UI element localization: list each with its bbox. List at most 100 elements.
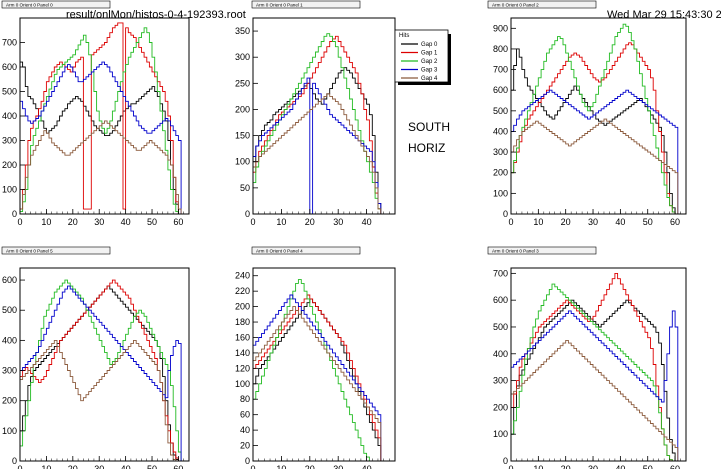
plot-frame xyxy=(19,17,190,215)
x-tick-label: 20 xyxy=(561,217,571,227)
legend-entry: Gap 2 xyxy=(421,59,438,65)
y-tick-label: 400 xyxy=(2,335,17,345)
series-gap-1 xyxy=(19,279,182,462)
y-tick-label: 200 xyxy=(2,396,17,406)
x-tick-label: 40 xyxy=(362,217,372,227)
series-gap-1 xyxy=(510,272,678,462)
legend-shadow-bottom xyxy=(398,82,451,85)
x-tick-label: 60 xyxy=(173,464,183,469)
y-tick-label: 0 xyxy=(245,209,250,219)
series-gap-2 xyxy=(252,279,381,462)
y-tick-label: 700 xyxy=(493,268,508,278)
plot-frame xyxy=(252,17,396,215)
y-tick-label: 100 xyxy=(2,426,17,436)
series-gap-3 xyxy=(19,285,182,461)
panels-group: Arm 0 Orient 0 Panel 0010020030040050060… xyxy=(1,0,687,469)
y-tick-label: 160 xyxy=(235,332,250,342)
series-gap-2 xyxy=(510,23,678,215)
x-tick-label: 50 xyxy=(147,217,157,227)
series-gap-3 xyxy=(510,89,679,214)
plot-frame xyxy=(510,267,687,462)
plot-frame xyxy=(19,267,190,462)
plot-frame xyxy=(252,267,396,462)
legend-box xyxy=(394,29,449,83)
y-tick-label: 20 xyxy=(240,441,250,451)
series-gap-1 xyxy=(19,22,182,215)
x-tick-label: 50 xyxy=(643,464,653,469)
series-gap-3 xyxy=(510,310,679,461)
x-tick-label: 0 xyxy=(250,464,255,469)
x-tick-label: 10 xyxy=(41,217,51,227)
y-tick-label: 800 xyxy=(493,44,508,54)
series-gap-4 xyxy=(19,339,182,462)
panel-title: Arm 0 Orient 0 Panel 2 xyxy=(492,3,539,8)
y-tick-label: 100 xyxy=(235,157,250,167)
panel-title-box xyxy=(487,246,597,255)
y-tick-label: 140 xyxy=(235,348,250,358)
panel-title: Arm 0 Orient 0 Panel 1 xyxy=(256,3,303,8)
y-tick-label: 700 xyxy=(493,65,508,75)
y-tick-label: 300 xyxy=(493,147,508,157)
panel-title-box xyxy=(251,0,361,9)
y-tick-label: 700 xyxy=(2,38,17,48)
panel-title-box xyxy=(251,246,361,255)
x-tick-label: 10 xyxy=(276,464,286,469)
annotation-horiz: HORIZ xyxy=(408,141,446,155)
panel-title: Arm 0 Orient 0 Panel 0 xyxy=(6,3,53,8)
y-tick-label: 80 xyxy=(240,394,250,404)
y-tick-label: 900 xyxy=(493,23,508,33)
x-tick-label: 50 xyxy=(147,464,157,469)
x-tick-label: 40 xyxy=(121,217,131,227)
x-tick-label: 20 xyxy=(68,464,78,469)
y-tick-label: 600 xyxy=(2,62,17,72)
y-tick-label: 200 xyxy=(493,168,508,178)
x-tick-label: 60 xyxy=(670,464,680,469)
x-tick-label: 30 xyxy=(588,464,598,469)
x-tick-label: 30 xyxy=(94,217,104,227)
series-gap-1 xyxy=(252,294,382,461)
x-tick-label: 10 xyxy=(533,217,543,227)
series-gap-4 xyxy=(252,306,382,461)
y-tick-label: 200 xyxy=(2,160,17,170)
series-gap-4 xyxy=(252,93,382,214)
plot-frame xyxy=(510,17,687,215)
y-tick-label: 400 xyxy=(493,349,508,359)
y-tick-label: 200 xyxy=(493,402,508,412)
y-tick-label: 350 xyxy=(235,26,250,36)
legend-entry: Gap 4 xyxy=(421,76,438,82)
y-tick-label: 500 xyxy=(493,106,508,116)
x-tick-label: 20 xyxy=(68,217,78,227)
x-tick-label: 30 xyxy=(94,464,104,469)
series-gap-4 xyxy=(19,120,182,214)
y-tick-label: 200 xyxy=(235,302,250,312)
x-tick-label: 20 xyxy=(305,217,315,227)
x-tick-label: 40 xyxy=(615,217,625,227)
x-tick-label: 30 xyxy=(333,217,343,227)
x-tick-label: 60 xyxy=(670,217,680,227)
panel-title-box xyxy=(487,0,597,9)
x-tick-label: 10 xyxy=(41,464,51,469)
x-tick-label: 0 xyxy=(508,217,513,227)
legend: Hits Gap 0 Gap 1 Gap 2 Gap 3 Gap 4 xyxy=(394,29,451,85)
y-tick-label: 100 xyxy=(493,188,508,198)
legend-shadow-right xyxy=(448,34,451,85)
y-tick-label: 0 xyxy=(503,456,508,466)
series-gap-1 xyxy=(510,42,678,215)
annotation-south: SOUTH xyxy=(408,120,450,134)
x-tick-label: 20 xyxy=(305,464,315,469)
file-path-label: result/onlMon/histos-0-4-192393.root xyxy=(66,9,246,21)
panel-1: Arm 0 Orient 0 Panel 0010020030040050060… xyxy=(1,0,190,227)
series-gap-1 xyxy=(252,35,382,214)
y-tick-label: 120 xyxy=(235,363,250,373)
series-gap-3 xyxy=(252,294,382,461)
y-tick-label: 0 xyxy=(503,209,508,219)
series-gap-2 xyxy=(252,33,382,214)
series-gap-4 xyxy=(510,339,679,461)
y-tick-label: 100 xyxy=(493,429,508,439)
y-tick-label: 240 xyxy=(235,271,250,281)
x-tick-label: 20 xyxy=(561,464,571,469)
x-tick-label: 30 xyxy=(333,464,343,469)
series-gap-2 xyxy=(19,279,182,461)
series-gap-2 xyxy=(510,283,678,462)
y-tick-label: 500 xyxy=(493,322,508,332)
